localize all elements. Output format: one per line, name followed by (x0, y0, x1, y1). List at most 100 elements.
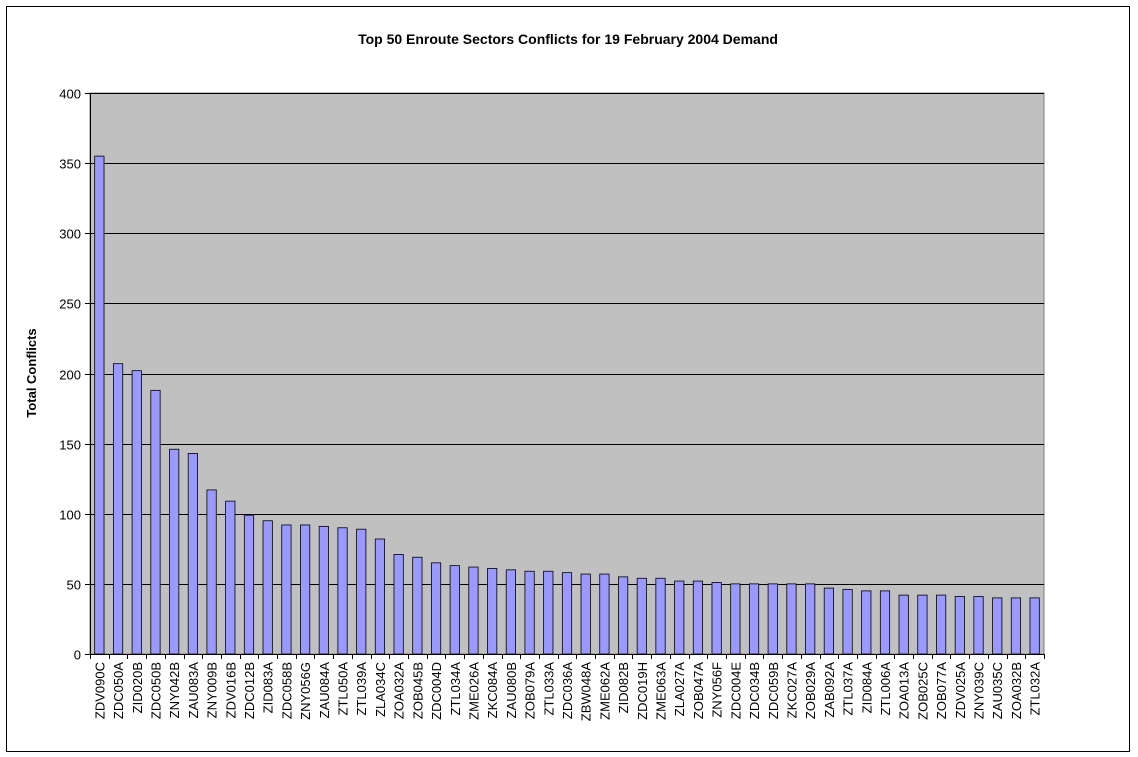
bar (898, 594, 909, 655)
bar (131, 370, 142, 655)
bar (524, 570, 535, 655)
x-tick-label: ZKC027A (784, 662, 799, 719)
bar (936, 594, 947, 655)
bar (786, 583, 797, 655)
bar (468, 566, 479, 655)
x-tick-label: ZKC084A (485, 662, 500, 719)
x-tick-label: ZNY056G (298, 662, 313, 720)
bar (430, 562, 442, 655)
bar (150, 389, 161, 655)
bar (730, 583, 741, 655)
y-tick-label: 350 (59, 157, 81, 172)
bar (505, 569, 516, 655)
bar (225, 500, 236, 655)
bar (262, 520, 273, 655)
bars (94, 155, 1040, 655)
bar (300, 524, 311, 655)
bar (636, 577, 647, 655)
bar (954, 596, 965, 655)
x-tick-label: ZNY039C (972, 662, 987, 719)
bar (748, 583, 760, 655)
bar (1010, 597, 1022, 655)
x-tick-label: ZOA032B (1009, 662, 1024, 719)
x-tick-label: ZAU083A (186, 662, 201, 719)
x-tick-label: ZTL033A (541, 662, 556, 716)
x-tick-label: ZNY056F (710, 662, 725, 718)
x-tick-label: ZNY042B (167, 662, 182, 718)
x-tick-label: ZDC004D (429, 662, 444, 720)
bar (487, 568, 498, 655)
bar (412, 556, 423, 655)
x-tick-label: ZOB047A (691, 662, 706, 719)
x-tick-label: ZDC019H (635, 662, 650, 720)
y-tick-label: 100 (59, 508, 81, 523)
x-tick-label: ZAU084A (317, 662, 332, 719)
bar (711, 582, 722, 655)
bar (992, 597, 1003, 655)
x-tick-label: ZTL037A (841, 662, 856, 716)
x-tick-label: ZDC050A (111, 662, 126, 719)
bar (169, 448, 180, 655)
x-tick-label: ZAU035C (990, 662, 1005, 719)
x-tick-label: ZID083A (261, 662, 276, 714)
x-tick-label: ZME062A (597, 662, 612, 720)
x-tick-label: ZDC050B (148, 662, 163, 719)
bar (823, 587, 834, 655)
bar (374, 538, 386, 655)
x-tick-label: ZDC036A (560, 662, 575, 719)
bar (187, 453, 198, 655)
y-tick-label: 50 (67, 578, 81, 593)
x-tick-label: ZDC058B (279, 662, 294, 719)
y-tick-label: 0 (74, 648, 81, 663)
bar (861, 590, 872, 655)
bar (94, 155, 105, 655)
x-tick-label: ZDC012B (242, 662, 257, 719)
chart-title: Top 50 Enroute Sectors Conflicts for 19 … (358, 31, 778, 47)
x-tick-label: ZOB079A (523, 662, 538, 719)
bar (692, 580, 704, 655)
x-tick-label: ZDC004E (728, 662, 743, 719)
x-tick-label: ZNY009B (205, 662, 220, 718)
x-tick-label: ZOA013A (897, 662, 912, 719)
x-tick-label: ZLA027A (672, 662, 687, 717)
bar (917, 594, 928, 655)
x-tick-label: ZTL032A (1028, 662, 1043, 716)
bar (356, 528, 367, 655)
x-tick-label: ZLA034C (373, 662, 388, 717)
x-tick-label: ZDC034B (747, 662, 762, 719)
x-tick-label: ZAU080B (504, 662, 519, 718)
y-tick-label: 200 (59, 368, 81, 383)
bar (1029, 597, 1040, 655)
x-tick-label: ZTL034A (448, 662, 463, 716)
y-tick-label: 250 (59, 297, 81, 312)
bar (599, 573, 610, 655)
bar (618, 576, 629, 655)
bar (655, 577, 666, 655)
bar (561, 572, 573, 655)
x-tick-label: ZDV025A (953, 662, 968, 719)
bar (337, 527, 348, 655)
bar (879, 590, 891, 655)
x-tick-label: ZTL006A (878, 662, 893, 716)
gridlines (90, 93, 1044, 585)
bar (543, 570, 554, 655)
y-axis-ticks: 0 50 100 150 200 250 300 350 400 (59, 87, 90, 663)
x-tick-label: ZDC059B (766, 662, 781, 719)
x-tick-label: ZDV090C (92, 662, 107, 719)
x-tick-label: ZOB045B (410, 662, 425, 719)
bar (973, 596, 984, 655)
x-tick-label: ZID020B (130, 662, 145, 713)
x-tick-label: ZOB077A (934, 662, 949, 719)
bar (842, 589, 853, 655)
x-tick-label: ZID084A (859, 662, 874, 714)
bar (674, 580, 685, 655)
bar (206, 489, 217, 655)
bar (393, 554, 404, 655)
x-tick-label: ZTL039A (354, 662, 369, 716)
x-tick-label: ZDV016B (223, 662, 238, 718)
x-tick-label: ZOA032A (392, 662, 407, 719)
x-tick-label: ZOB025C (915, 662, 930, 720)
bar (580, 573, 591, 655)
x-tick-label: ZOB029A (803, 662, 818, 719)
